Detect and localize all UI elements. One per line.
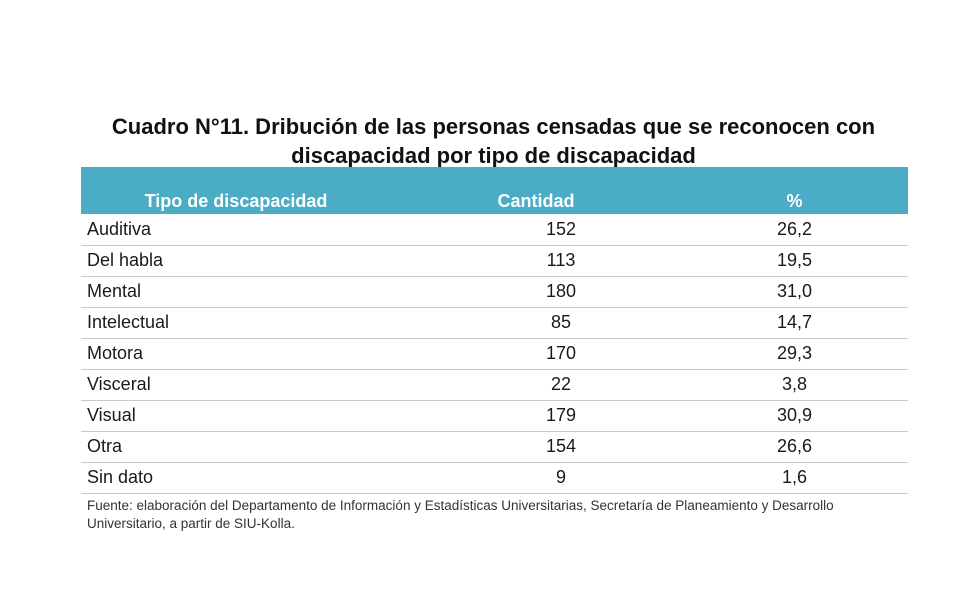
cell-percent: 19,5 [681, 245, 908, 277]
header-cantidad: Cantidad [391, 167, 681, 214]
cell-tipo: Sin dato [81, 462, 391, 494]
cell-cantidad: 113 [391, 245, 681, 277]
cell-cantidad: 85 [391, 307, 681, 339]
cell-percent: 26,2 [681, 214, 908, 246]
table-row: Mental 180 31,0 [81, 276, 908, 308]
table-title-line-1: Cuadro N°11. Dribución de las personas c… [111, 114, 876, 139]
cell-cantidad: 9 [391, 462, 681, 494]
cell-percent: 29,3 [681, 338, 908, 370]
cell-percent: 30,9 [681, 400, 908, 432]
cell-percent: 31,0 [681, 276, 908, 308]
cell-tipo: Intelectual [81, 307, 391, 339]
cell-percent: 26,6 [681, 431, 908, 463]
cell-percent: 3,8 [681, 369, 908, 401]
cell-tipo: Visual [81, 400, 391, 432]
cell-cantidad: 152 [391, 214, 681, 246]
table-row: Del habla 113 19,5 [81, 245, 908, 277]
cell-cantidad: 179 [391, 400, 681, 432]
table-header: Tipo de discapacidad Cantidad % [81, 167, 908, 214]
source-note-line-2: Universitario, a partir de SIU-Kolla. [87, 516, 295, 531]
source-note-line-1: Fuente: elaboración del Departamento de … [87, 498, 834, 513]
cell-tipo: Visceral [81, 369, 391, 401]
cell-percent: 1,6 [681, 462, 908, 494]
table-title: Cuadro N°11. Dribución de las personas c… [60, 112, 927, 170]
cell-tipo: Mental [81, 276, 391, 308]
table-row: Visual 179 30,9 [81, 400, 908, 432]
source-note: Fuente: elaboración del Departamento de … [87, 497, 927, 533]
table-body: Auditiva 152 26,2 Del habla 113 19,5 Men… [81, 214, 908, 494]
cell-cantidad: 154 [391, 431, 681, 463]
header-percent: % [681, 167, 908, 214]
table-row: Intelectual 85 14,7 [81, 307, 908, 339]
cell-tipo: Motora [81, 338, 391, 370]
table-row: Sin dato 9 1,6 [81, 462, 908, 494]
disability-table: Tipo de discapacidad Cantidad % Auditiva… [81, 167, 908, 494]
header-row: Tipo de discapacidad Cantidad % [81, 167, 908, 214]
table-title-line-2: discapacidad por tipo de discapacidad [291, 143, 696, 168]
table-row: Auditiva 152 26,2 [81, 214, 908, 246]
table-row: Motora 170 29,3 [81, 338, 908, 370]
cell-tipo: Auditiva [81, 214, 391, 246]
cell-tipo: Otra [81, 431, 391, 463]
cell-percent: 14,7 [681, 307, 908, 339]
table-row: Visceral 22 3,8 [81, 369, 908, 401]
cell-cantidad: 170 [391, 338, 681, 370]
cell-cantidad: 180 [391, 276, 681, 308]
header-tipo: Tipo de discapacidad [81, 167, 391, 214]
table-row: Otra 154 26,6 [81, 431, 908, 463]
cell-cantidad: 22 [391, 369, 681, 401]
cell-tipo: Del habla [81, 245, 391, 277]
